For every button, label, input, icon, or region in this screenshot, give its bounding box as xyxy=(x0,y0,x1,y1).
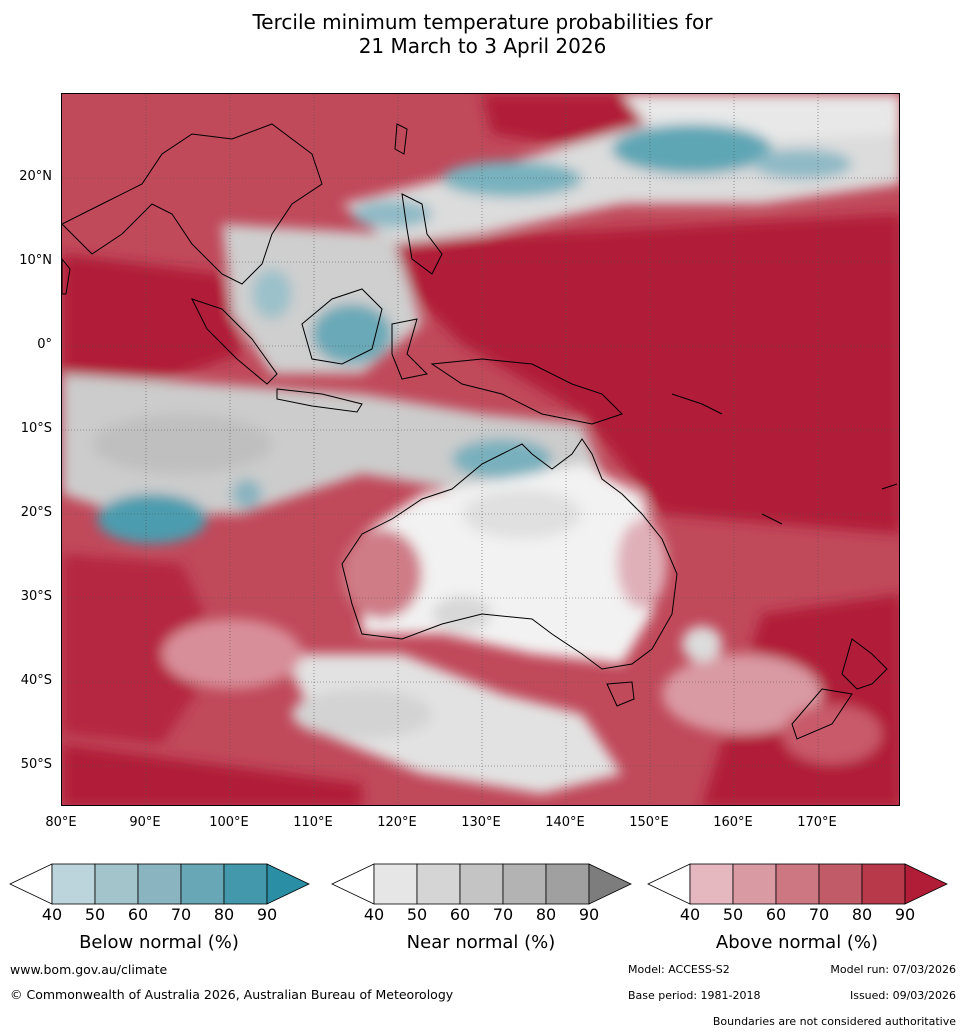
colorbar-near-segments xyxy=(331,863,632,905)
footer-issued: Issued: 09/03/2026 xyxy=(849,989,956,1002)
cbar-below-tick: 70 xyxy=(170,905,192,924)
borneo-coast xyxy=(301,288,383,365)
map-svg xyxy=(62,94,899,805)
colorbar-above-segments xyxy=(647,863,948,905)
colorbar-above-normal xyxy=(647,863,948,905)
cbar-above-tick: 80 xyxy=(851,905,873,924)
philippines-coast xyxy=(401,193,443,275)
lat-label-30s: 30°S xyxy=(20,589,52,604)
cbar-near-tick: 70 xyxy=(492,905,514,924)
colorbar-segment xyxy=(502,863,547,905)
tasmania-coast xyxy=(606,681,635,707)
lat-label-20s: 20°S xyxy=(20,505,52,520)
colorbar-near-normal xyxy=(331,863,632,905)
cbar-below-tick: 40 xyxy=(41,905,63,924)
lat-label-20n: 20°N xyxy=(19,169,52,184)
colorbar-high-extension xyxy=(588,863,632,905)
colorbar-segment xyxy=(51,863,96,905)
cbar-near-tick: 40 xyxy=(363,905,385,924)
cbar-near-tick: 80 xyxy=(535,905,557,924)
lat-label-0: 0° xyxy=(37,337,52,352)
footer-model-run: Model run: 07/03/2026 xyxy=(830,963,956,976)
lat-label-50s: 50°S xyxy=(20,757,52,772)
lon-label-160e: 160°E xyxy=(713,815,753,830)
colorbar-above-title: Above normal (%) xyxy=(715,932,879,953)
cbar-above-tick: 50 xyxy=(722,905,744,924)
colorbar-segment xyxy=(861,863,906,905)
colorbar-segment xyxy=(373,863,418,905)
cbar-near-tick: 60 xyxy=(449,905,471,924)
cbar-below-tick: 80 xyxy=(213,905,235,924)
nz-south-island xyxy=(791,688,853,740)
lon-label-140e: 140°E xyxy=(545,815,585,830)
colorbar-segment xyxy=(223,863,268,905)
colorbar-low-extension xyxy=(647,863,691,905)
lat-label-10s: 10°S xyxy=(20,421,52,436)
lat-label-10n: 10°N xyxy=(19,253,52,268)
colorbar-segment xyxy=(94,863,139,905)
cbar-above-tick: 40 xyxy=(679,905,701,924)
colorbar-segment xyxy=(732,863,777,905)
footer-model: Model: ACCESS-S2 xyxy=(628,963,730,976)
solomon-islands-coast xyxy=(671,393,723,415)
colorbar-segment xyxy=(416,863,461,905)
colorbar-segment xyxy=(545,863,590,905)
colorbar-segment xyxy=(775,863,820,905)
colorbar-segment xyxy=(818,863,863,905)
cbar-below-tick: 90 xyxy=(256,905,278,924)
colorbar-below-normal xyxy=(9,863,310,905)
lon-label-110e: 110°E xyxy=(293,815,333,830)
footer-website: www.bom.gov.au/climate xyxy=(10,962,168,977)
lon-label-120e: 120°E xyxy=(377,815,417,830)
colorbar-segment xyxy=(137,863,182,905)
footer-base-period: Base period: 1981-2018 xyxy=(628,989,761,1002)
nz-north-island xyxy=(841,638,888,690)
cbar-above-tick: 70 xyxy=(808,905,830,924)
colorbar-segment xyxy=(180,863,225,905)
sulawesi-coast xyxy=(391,318,429,380)
lon-label-150e: 150°E xyxy=(629,815,669,830)
cbar-above-tick: 60 xyxy=(765,905,787,924)
australia-coast xyxy=(341,438,678,670)
probability-fields xyxy=(62,94,899,805)
taiwan-coast xyxy=(394,123,408,155)
lon-label-130e: 130°E xyxy=(461,815,501,830)
coastlines xyxy=(62,123,898,740)
cbar-below-tick: 60 xyxy=(127,905,149,924)
lat-label-40s: 40°S xyxy=(20,673,52,688)
footer-copyright: © Commonwealth of Australia 2026, Austra… xyxy=(10,987,454,1002)
colorbar-high-extension xyxy=(266,863,310,905)
colorbar-segment xyxy=(689,863,734,905)
fiji-coast xyxy=(881,483,898,490)
sumatra-coast xyxy=(191,298,278,385)
colorbar-below-segments xyxy=(9,863,310,905)
footer-disclaimer: Boundaries are not considered authoritat… xyxy=(712,1015,956,1028)
title-line-1: Tercile minimum temperature probabilitie… xyxy=(252,10,713,34)
title-line-2: 21 March to 3 April 2026 xyxy=(358,34,607,58)
cbar-above-tick: 90 xyxy=(894,905,916,924)
lon-label-90e: 90°E xyxy=(129,815,161,830)
lon-label-100e: 100°E xyxy=(209,815,249,830)
cbar-below-tick: 50 xyxy=(84,905,106,924)
cbar-near-tick: 90 xyxy=(578,905,600,924)
colorbar-high-extension xyxy=(904,863,948,905)
cbar-near-tick: 50 xyxy=(406,905,428,924)
asia-mainland-coast xyxy=(62,123,323,285)
new-guinea-coast xyxy=(430,358,623,425)
colorbar-below-title: Below normal (%) xyxy=(79,932,239,953)
new-caledonia-coast xyxy=(761,513,783,525)
colorbar-segment xyxy=(459,863,504,905)
colorbar-low-extension xyxy=(9,863,53,905)
colorbar-low-extension xyxy=(331,863,375,905)
map-title: Tercile minimum temperature probabilitie… xyxy=(0,10,965,58)
lon-label-170e: 170°E xyxy=(797,815,837,830)
sri-lanka-coast xyxy=(62,258,71,295)
probability-map xyxy=(61,93,900,806)
java-coast xyxy=(276,388,363,413)
colorbar-near-title: Near normal (%) xyxy=(406,932,556,953)
graticule xyxy=(62,94,899,805)
lon-label-80e: 80°E xyxy=(45,815,77,830)
